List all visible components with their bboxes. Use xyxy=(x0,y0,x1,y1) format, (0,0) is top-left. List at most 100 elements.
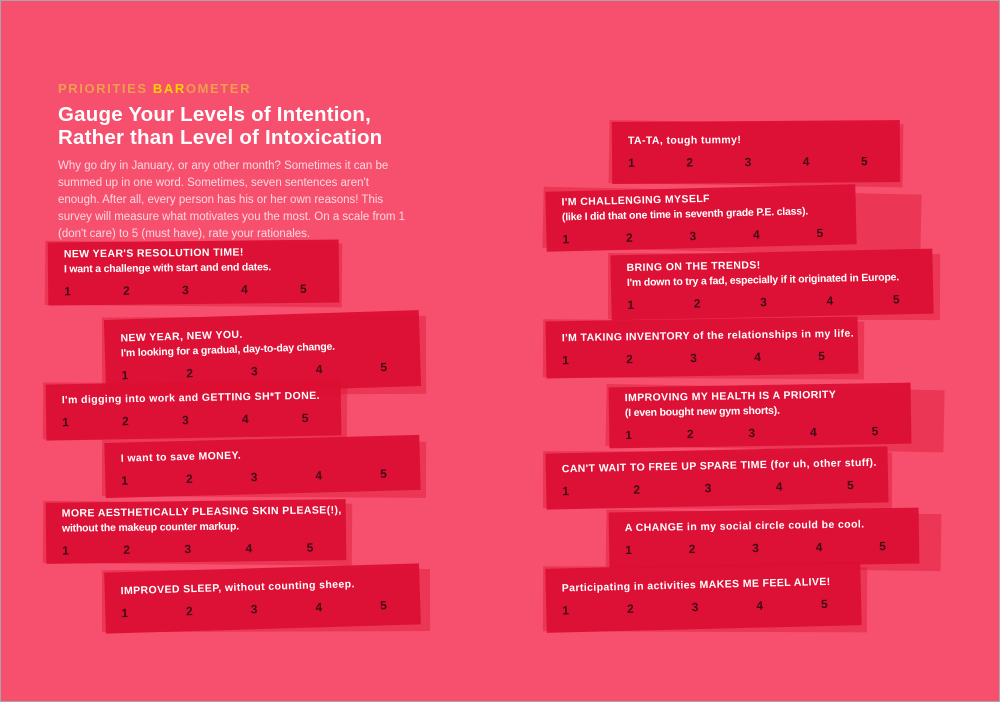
strip-headline: CAN'T WAIT TO FREE UP SPARE TIME (for uh… xyxy=(561,456,877,476)
rating-scale: 1 2 3 4 5 xyxy=(64,282,315,299)
scale-option-3: 3 xyxy=(748,426,756,441)
strip-subline: I'm down to try a fad, especially if it … xyxy=(626,271,900,290)
strip-body: TA-TA, tough tummy! 1 2 3 4 5 xyxy=(611,119,901,185)
scale-option-1: 1 xyxy=(562,231,570,246)
scale-option-2: 2 xyxy=(123,283,130,298)
strip-headline: I want to save MONEY. xyxy=(120,449,242,465)
scale-option-5: 5 xyxy=(879,539,887,554)
strip-subline: (like I did that one time in seventh gra… xyxy=(561,204,809,223)
scale-option-3: 3 xyxy=(184,542,192,557)
scale-option-2: 2 xyxy=(633,482,641,497)
scale-option-3: 3 xyxy=(704,481,712,496)
scale-option-5: 5 xyxy=(301,410,309,426)
rating-scale: 1 2 3 4 5 xyxy=(121,598,395,620)
strip-body: IMPROVING MY HEALTH IS A PRIORITY (I eve… xyxy=(608,382,912,449)
strip-headline: NEW YEAR'S RESOLUTION TIME! xyxy=(63,246,244,261)
survey-strip-challenging-myself: I'M CHALLENGING MYSELF (like I did that … xyxy=(542,184,922,256)
scale-option-2: 2 xyxy=(686,155,694,170)
strip-body: Participating in activities MAKES ME FEE… xyxy=(545,561,862,633)
section-eyebrow: PRIORITIES BAROMETER xyxy=(58,81,418,96)
rating-scale: 1 2 3 4 5 xyxy=(627,292,908,312)
scale-option-2: 2 xyxy=(688,542,696,557)
scale-option-1: 1 xyxy=(625,543,632,558)
survey-strip-getting-work-done: I'm digging into work and GETTING SH*T D… xyxy=(42,379,348,442)
scale-option-3: 3 xyxy=(181,413,189,428)
rating-scale: 1 2 3 4 5 xyxy=(562,478,862,498)
scale-option-3: 3 xyxy=(250,469,258,484)
strip-headline: Participating in activities MAKES ME FEE… xyxy=(561,575,831,595)
scale-option-5: 5 xyxy=(306,540,314,555)
scale-option-1: 1 xyxy=(62,543,69,558)
scale-option-2: 2 xyxy=(693,296,701,311)
strip-body: I'M TAKING INVENTORY of the relationship… xyxy=(545,316,859,379)
scale-option-1: 1 xyxy=(562,484,570,499)
strip-body: MORE AESTHETICALLY PLEASING SKIN PLEASE(… xyxy=(45,499,347,564)
rating-scale: 1 2 3 4 5 xyxy=(562,225,831,246)
survey-strip-improved-sleep: IMPROVED SLEEP, without counting sheep. … xyxy=(101,563,430,634)
scale-option-4: 4 xyxy=(754,349,761,364)
scale-option-1: 1 xyxy=(121,473,129,488)
survey-strip-save-money: I want to save MONEY. 1 2 3 4 5 xyxy=(101,434,427,499)
scale-option-1: 1 xyxy=(64,284,71,299)
scale-option-1: 1 xyxy=(562,352,569,367)
rating-scale: 1 2 3 4 5 xyxy=(121,359,395,382)
strip-body: NEW YEAR'S RESOLUTION TIME! I want a cha… xyxy=(47,239,340,306)
rating-scale: 1 2 3 4 5 xyxy=(62,540,321,558)
rating-scale: 1 2 3 4 5 xyxy=(62,411,317,429)
strip-body: BRING ON THE TRENDS! I'm down to try a f… xyxy=(610,248,934,321)
strip-body: I want to save MONEY. 1 2 3 4 5 xyxy=(104,434,421,499)
scale-option-3: 3 xyxy=(250,363,258,378)
scale-option-1: 1 xyxy=(121,605,129,620)
survey-strip-health-priority: IMPROVING MY HEALTH IS A PRIORITY (I eve… xyxy=(605,382,945,453)
scale-option-5: 5 xyxy=(379,597,388,613)
scale-option-1: 1 xyxy=(62,415,70,430)
scale-option-4: 4 xyxy=(756,598,764,613)
survey-strip-pleasing-skin: MORE AESTHETICALLY PLEASING SKIN PLEASE(… xyxy=(42,499,353,566)
scale-option-4: 4 xyxy=(809,425,817,440)
scale-option-3: 3 xyxy=(760,295,768,310)
scale-option-5: 5 xyxy=(892,292,900,307)
strip-body: IMPROVED SLEEP, without counting sheep. … xyxy=(104,563,421,634)
scale-option-3: 3 xyxy=(752,541,759,556)
scale-option-5: 5 xyxy=(820,596,828,612)
title-line-1: Gauge Your Levels of Intention, xyxy=(58,103,371,126)
rating-scale: 1 2 3 4 5 xyxy=(625,539,894,557)
strip-body: I'm digging into work and GETTING SH*T D… xyxy=(45,379,342,441)
scale-option-1: 1 xyxy=(628,155,635,170)
eyebrow-accent: BAR xyxy=(152,81,186,96)
scale-option-2: 2 xyxy=(121,414,129,429)
strip-body: CAN'T WAIT TO FREE UP SPARE TIME (for uh… xyxy=(545,446,889,510)
scale-option-3: 3 xyxy=(250,601,258,616)
strip-headline: MORE AESTHETICALLY PLEASING SKIN PLEASE(… xyxy=(61,504,342,520)
page-title: Gauge Your Levels of Intention, Rather th… xyxy=(58,103,418,149)
survey-strip-resolution-time: NEW YEAR'S RESOLUTION TIME! I want a cha… xyxy=(44,239,343,308)
scale-option-1: 1 xyxy=(562,603,570,618)
survey-strip-taking-inventory: I'M TAKING INVENTORY of the relationship… xyxy=(542,316,865,380)
strip-body: I'M CHALLENGING MYSELF (like I did that … xyxy=(545,184,857,252)
scale-option-2: 2 xyxy=(626,601,634,616)
eyebrow-pre: PRIORITIES xyxy=(58,81,153,96)
survey-strip-free-up-time: CAN'T WAIT TO FREE UP SPARE TIME (for uh… xyxy=(542,446,892,510)
page-header: PRIORITIES BAROMETER Gauge Your Levels o… xyxy=(58,81,418,243)
strip-headline: TA-TA, tough tummy! xyxy=(627,134,742,147)
survey-strip-feel-alive: Participating in activities MAKES ME FEE… xyxy=(542,561,868,633)
survey-strip-tough-tummy: TA-TA, tough tummy! 1 2 3 4 5 xyxy=(608,119,904,188)
scale-option-5: 5 xyxy=(379,466,387,481)
scale-option-4: 4 xyxy=(775,479,783,494)
strip-headline: I'M TAKING INVENTORY of the relationship… xyxy=(561,327,855,344)
scale-option-5: 5 xyxy=(816,225,824,240)
scale-option-2: 2 xyxy=(123,542,131,557)
scale-option-2: 2 xyxy=(625,230,633,245)
scale-option-3: 3 xyxy=(182,283,189,298)
scale-option-4: 4 xyxy=(815,540,823,555)
strip-headline: I'm digging into work and GETTING SH*T D… xyxy=(61,389,320,407)
eyebrow-post: OMETER xyxy=(185,81,252,96)
rating-scale: 1 2 3 4 5 xyxy=(562,596,836,618)
strip-body: A CHANGE in my social circle could be co… xyxy=(608,507,920,569)
scale-option-1: 1 xyxy=(625,428,633,443)
scale-option-1: 1 xyxy=(121,367,129,382)
scale-option-3: 3 xyxy=(690,350,697,365)
scale-option-5: 5 xyxy=(846,478,854,493)
scale-option-2: 2 xyxy=(686,427,694,442)
